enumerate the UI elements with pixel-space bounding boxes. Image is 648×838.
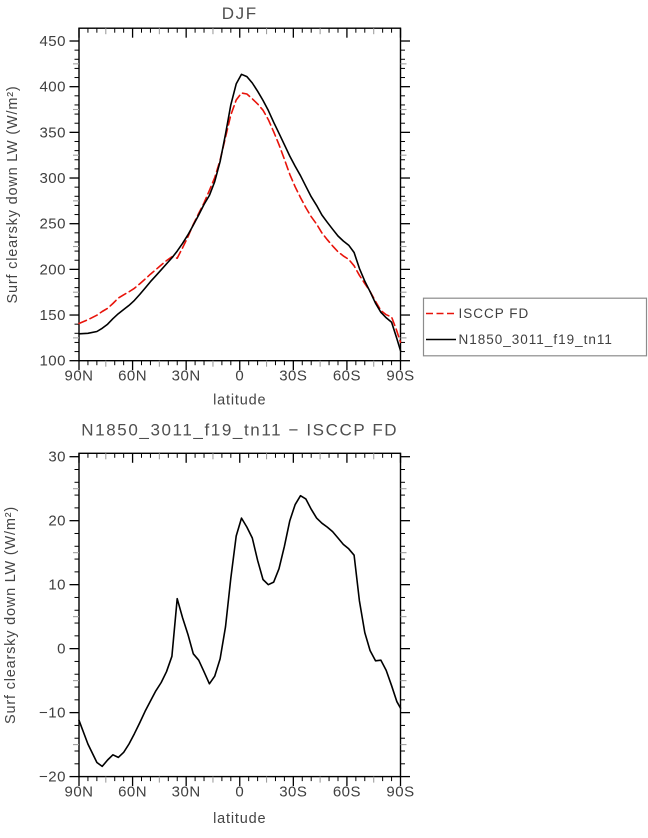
y-tick-label: 0 — [57, 641, 66, 658]
y-tick-label: 300 — [39, 170, 66, 187]
plot-frame — [78, 452, 402, 778]
bottom-chart-title: N1850_3011_f19_tn11 − ISCCP FD — [81, 421, 398, 440]
x-tick-label: 60N — [118, 368, 147, 385]
y-tick-label: 30 — [48, 449, 66, 466]
x-tick-label: 60S — [333, 368, 361, 385]
x-tick-label: 90S — [386, 368, 414, 385]
y-tick-label: 350 — [39, 124, 66, 141]
x-tick-label: 0 — [235, 784, 244, 801]
y-ticks: 100 150 200 250 300 350 400 450 — [39, 33, 410, 370]
bottom-chart-y-axis-label: Surf clearsky down LW (W/m²) — [3, 506, 19, 724]
x-tick-label: 30N — [172, 368, 201, 385]
y-tick-label: 100 — [39, 353, 66, 370]
y-tick-label: −10 — [39, 705, 66, 722]
y-tick-label: 10 — [48, 577, 66, 594]
top-chart-plot: 100 150 200 250 300 350 400 450 90N 60N 30N 0 30S 60S… — [39, 27, 414, 385]
legend-box — [422, 297, 648, 357]
bottom-chart-plot: −20 −10 0 10 20 30 90N 60N 30N 0 30S 60S 90S — [39, 449, 414, 801]
x-ticks: 90N 60N 30N 0 30S 60S 90S — [64, 28, 414, 385]
y-tick-label: 450 — [39, 33, 66, 50]
x-tick-label: 30S — [279, 784, 307, 801]
x-tick-label: 60S — [333, 784, 361, 801]
isccp-curve — [78, 92, 402, 344]
legend: ISCCP FD N1850_3011_f19_tn11 — [422, 297, 648, 357]
top-chart-y-axis-label: Surf clearsky down LW (W/m²) — [5, 86, 21, 304]
y-tick-label: 250 — [39, 216, 66, 233]
x-ticks: 90N 60N 30N 0 30S 60S 90S — [64, 453, 414, 801]
y-tick-label: −20 — [39, 769, 66, 786]
difference-curve — [78, 494, 402, 768]
bottom-chart-x-axis-label: latitude — [213, 811, 266, 827]
y-tick-label: 400 — [39, 79, 66, 96]
top-chart-title: DJF — [222, 4, 258, 23]
legend-isccp-label: ISCCP FD — [459, 306, 530, 321]
y-tick-label: 20 — [48, 513, 66, 530]
x-tick-label: 60N — [118, 784, 147, 801]
x-tick-label: 30N — [172, 784, 201, 801]
y-tick-label: 150 — [39, 307, 66, 324]
model-curve — [78, 73, 402, 352]
x-tick-label: 90N — [64, 784, 93, 801]
y-ticks: −20 −10 0 10 20 30 — [39, 449, 410, 786]
x-tick-label: 0 — [235, 368, 244, 385]
top-chart-x-axis-label: latitude — [213, 393, 266, 409]
y-tick-label: 200 — [39, 261, 66, 278]
x-tick-label: 30S — [279, 368, 307, 385]
x-tick-label: 90N — [64, 368, 93, 385]
x-tick-label: 90S — [386, 784, 414, 801]
legend-model-label: N1850_3011_f19_tn11 — [459, 332, 613, 347]
